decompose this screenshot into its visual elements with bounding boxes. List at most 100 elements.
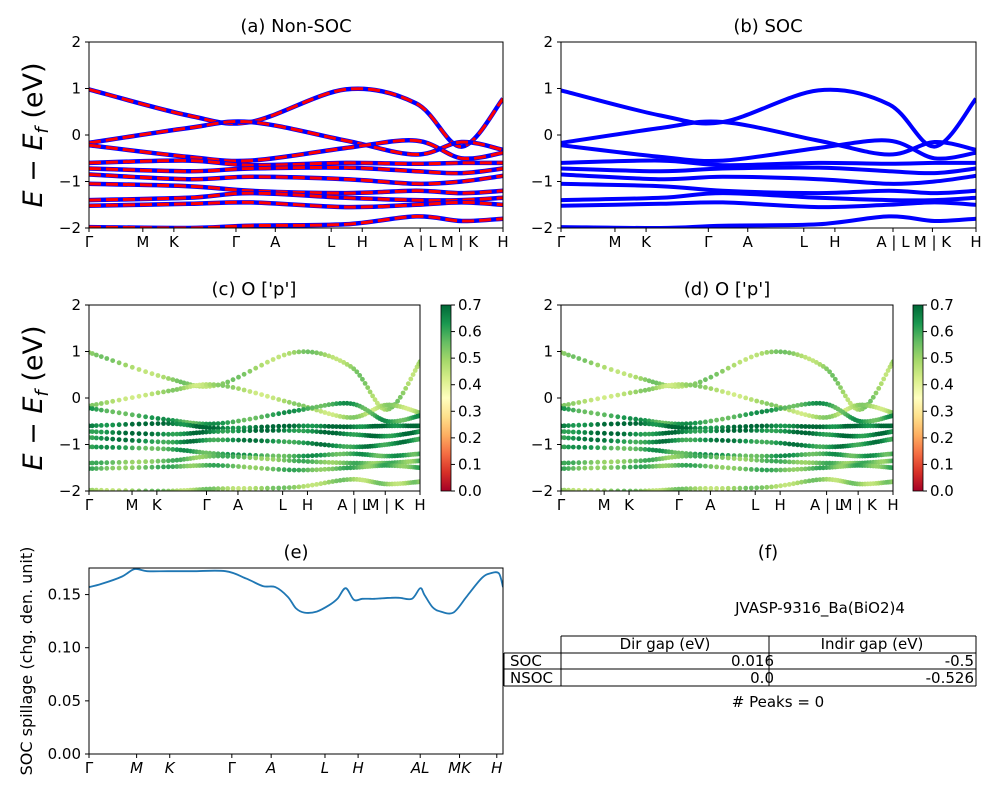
- panel-b-title: (b) SOC: [733, 16, 802, 37]
- band-point: [642, 421, 648, 427]
- x-tick-label: A | L: [404, 233, 438, 251]
- band-point: [799, 424, 804, 429]
- band-point: [174, 457, 180, 463]
- band-point: [582, 445, 588, 450]
- band-line-soc: [89, 165, 503, 176]
- band-point: [334, 443, 339, 449]
- band-point: [791, 459, 796, 465]
- band-point: [155, 488, 161, 491]
- band-point: [143, 421, 149, 427]
- band-point: [795, 480, 800, 486]
- band-point: [791, 351, 796, 356]
- band-point: [104, 422, 110, 428]
- band-point: [370, 393, 375, 399]
- band-line: [561, 138, 976, 163]
- band-point: [149, 459, 155, 464]
- band-point: [588, 410, 594, 416]
- panel-c-points: [89, 349, 420, 491]
- band-point: [253, 415, 259, 421]
- band-point: [803, 443, 808, 448]
- band-point: [778, 467, 783, 473]
- band-point: [341, 465, 347, 471]
- band-point: [309, 349, 315, 355]
- band-point: [149, 371, 155, 377]
- band-point: [314, 350, 319, 356]
- band-point: [720, 389, 725, 394]
- band-point: [810, 431, 816, 436]
- band-point: [281, 485, 287, 491]
- band-point: [318, 403, 324, 409]
- band-point: [136, 438, 142, 444]
- band-point: [570, 435, 576, 441]
- band-point: [143, 459, 149, 465]
- band-point: [646, 464, 652, 469]
- band-point: [408, 376, 414, 382]
- band-point: [638, 439, 644, 445]
- band-point: [330, 479, 336, 484]
- band-point: [799, 460, 804, 465]
- band-point: [773, 453, 779, 459]
- band-point: [207, 453, 213, 459]
- band-point: [769, 428, 774, 434]
- band-point: [241, 428, 247, 434]
- x-tick-label: L: [800, 233, 809, 251]
- x-tick-label: M | K: [914, 233, 953, 251]
- band-point: [731, 424, 737, 430]
- band-point: [672, 429, 678, 435]
- band-point: [116, 397, 122, 403]
- table-cell: -0.5: [945, 652, 974, 670]
- band-point: [737, 438, 743, 444]
- band-point: [764, 453, 770, 459]
- band-point: [89, 487, 95, 491]
- band-point: [236, 464, 241, 469]
- band-point: [207, 462, 213, 468]
- band-point: [890, 423, 893, 429]
- panel-f-title: (f): [758, 542, 778, 563]
- band-point: [291, 484, 297, 490]
- band-point: [615, 431, 621, 437]
- band-point: [296, 428, 302, 434]
- band-point: [104, 436, 110, 442]
- band-point: [155, 421, 161, 426]
- band-point: [650, 457, 656, 463]
- band-point: [814, 451, 819, 457]
- band-point: [561, 402, 567, 408]
- band-point: [692, 486, 698, 491]
- band-line-nsoc: [89, 138, 503, 163]
- band-point: [731, 414, 737, 420]
- band-point: [692, 428, 698, 434]
- band-point: [817, 424, 823, 430]
- band-point: [679, 429, 685, 435]
- band-point: [116, 422, 122, 428]
- band-line-soc: [89, 158, 503, 168]
- band-point: [110, 422, 116, 428]
- band-point: [595, 437, 601, 443]
- band-line-soc: [89, 172, 503, 187]
- band-point: [305, 440, 311, 446]
- band-point: [170, 431, 176, 437]
- band-point: [301, 467, 306, 473]
- band-point: [708, 374, 714, 380]
- band-point: [136, 367, 142, 372]
- band-point: [94, 444, 99, 450]
- band-point: [203, 382, 209, 387]
- band-point: [720, 438, 725, 443]
- band-point: [778, 440, 783, 446]
- band-point: [570, 423, 576, 428]
- band-point: [230, 463, 236, 469]
- x-tick-label: K: [165, 759, 176, 777]
- band-point: [566, 429, 571, 435]
- band-point: [110, 460, 116, 465]
- band-point: [576, 444, 582, 450]
- band-point: [337, 443, 343, 449]
- x-tick-label: Γ: [202, 496, 211, 514]
- band-point: [129, 421, 135, 427]
- band-point: [561, 444, 567, 450]
- band-point: [782, 459, 788, 465]
- band-point: [215, 421, 221, 426]
- band-point: [405, 381, 411, 387]
- band-point: [810, 443, 816, 449]
- band-point: [170, 458, 176, 463]
